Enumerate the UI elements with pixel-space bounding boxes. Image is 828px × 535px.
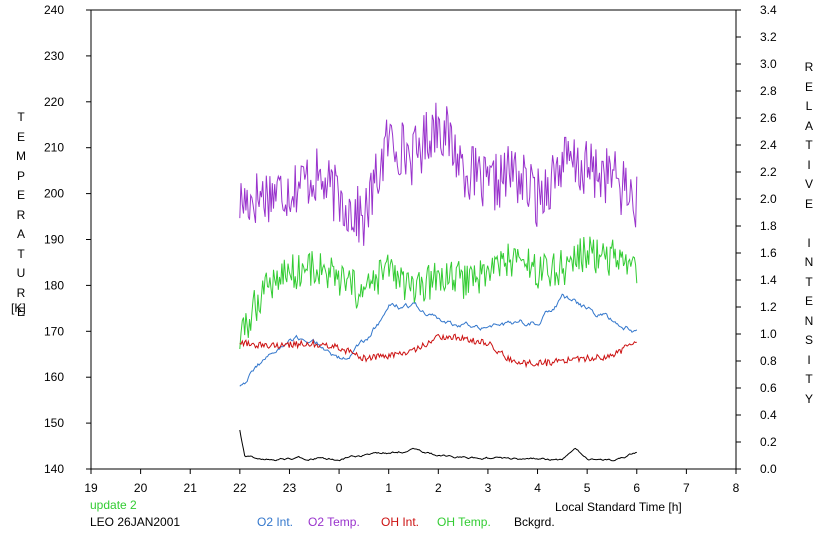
y-axis-right-title-char: L: [805, 99, 813, 113]
y-axis-right-title-char: E: [804, 196, 813, 211]
y-axis-right-title-char: Y: [804, 391, 813, 406]
x-axis-title: Local Standard Time [h]: [555, 500, 682, 514]
y-axis-left-title-char: U: [16, 266, 26, 280]
y-axis-right-title-char: I: [807, 235, 811, 250]
y-axis-right-title-char: T: [805, 372, 813, 386]
x-tick-label: 0: [336, 481, 343, 495]
x-tick-label: 7: [683, 481, 690, 495]
y-axis-left-title-char: T: [17, 110, 25, 124]
y-axis-left-title-char: E: [16, 305, 25, 319]
y-right-tick-label: 0.8: [760, 354, 777, 368]
y-axis-left-title-char: E: [16, 188, 25, 202]
y-left-tick-label: 150: [44, 416, 64, 430]
y-axis-right-title-char: [802, 214, 816, 234]
y-axis-right-title-char: V: [804, 177, 813, 191]
y-right-tick-label: 1.0: [760, 327, 777, 341]
y-left-tick-label: 160: [44, 370, 64, 384]
y-axis-left-unit: [K]: [11, 301, 26, 315]
y-axis-left-title-char: P: [16, 168, 25, 183]
y-axis-left-title-char: T: [17, 246, 25, 261]
y-axis-right-title-char: I: [807, 352, 811, 367]
y-left-tick-label: 240: [44, 3, 64, 17]
y-left-tick-label: 210: [44, 141, 64, 155]
x-tick-label: 5: [584, 481, 591, 495]
y-left-tick-label: 190: [44, 233, 64, 247]
series-line-o2-temp: [239, 102, 638, 246]
y-right-tick-label: 0.6: [760, 381, 777, 395]
y-axis-right-title-char: N: [804, 255, 814, 269]
x-tick-label: 19: [84, 481, 98, 495]
series-line-bckgrd: [239, 429, 637, 462]
y-axis-right-title-char: A: [804, 118, 813, 133]
y-axis-left-title-char: M: [16, 149, 26, 163]
x-tick-label: 21: [184, 481, 198, 495]
y-left-tick-label: 230: [44, 49, 64, 63]
x-tick-label: 6: [633, 481, 640, 495]
y-right-tick-label: 2.4: [760, 138, 777, 152]
legend-oh-int: OH Int.: [381, 515, 420, 529]
y-left-tick-label: 220: [44, 95, 64, 109]
y-right-tick-label: 2.8: [760, 84, 777, 98]
y-axis-right-title-char: R: [804, 60, 814, 74]
y-right-tick-label: 2.6: [760, 111, 777, 125]
y-right-tick-label: 1.6: [760, 246, 777, 260]
y-axis-right-title-char: E: [804, 79, 813, 94]
series-line-o2-int: [239, 293, 638, 387]
update-note: update 2: [90, 498, 137, 512]
x-tick-label: 4: [534, 481, 541, 495]
series-layer: [239, 102, 638, 462]
y-axis-right-title-char: T: [805, 274, 813, 289]
y-axis-right-title-char: I: [807, 157, 811, 172]
series-line-oh-int: [239, 333, 637, 369]
y-axis-left-title-char: R: [16, 207, 26, 222]
y-right-tick-label: 3.4: [760, 3, 777, 17]
y-right-tick-label: 3.2: [760, 30, 777, 44]
y-right-tick-label: 3.0: [760, 57, 777, 71]
y-right-tick-label: 2.2: [760, 165, 777, 179]
x-tick-label: 1: [385, 481, 392, 495]
legend-bckgrd: Bckgrd.: [514, 515, 555, 529]
y-right-tick-label: 1.4: [760, 273, 777, 287]
plot-frame: [90, 9, 737, 470]
legend-oh-temp: OH Temp.: [437, 515, 491, 529]
y-right-tick-label: 1.2: [760, 300, 777, 314]
legend-o2-temp: O2 Temp.: [308, 515, 360, 529]
y-right-tick-label: 2.0: [760, 192, 777, 206]
y-right-tick-label: 0.0: [760, 462, 777, 476]
axes: 19 20 21 22 23 0 1 2 3 4 5 6 7 8140150160170180190200…: [44, 3, 777, 495]
series-line-oh-temp: [239, 236, 638, 350]
y-left-tick-label: 170: [44, 324, 64, 338]
y-right-tick-label: 0.2: [760, 435, 777, 449]
y-axis-left-title-char: E: [16, 129, 25, 144]
y-axis-left-title-char: R: [16, 285, 26, 300]
legend-o2-int: O2 Int.: [257, 515, 294, 529]
y-right-tick-label: 1.8: [760, 219, 777, 233]
y-axis-right-title-char: N: [804, 313, 814, 328]
x-tick-label: 2: [435, 481, 442, 495]
y-left-tick-label: 180: [44, 278, 64, 292]
x-tick-label: 8: [733, 481, 740, 495]
x-tick-label: 23: [283, 481, 297, 495]
y-left-tick-label: 140: [44, 462, 64, 476]
y-axis-left-title-char: A: [16, 227, 25, 241]
station-date: LEO 26JAN2001: [90, 515, 181, 529]
y-axis-right-title-char: E: [804, 294, 813, 308]
y-right-tick-label: 0.4: [760, 408, 777, 422]
y-left-tick-label: 200: [44, 187, 64, 201]
x-tick-label: 22: [233, 481, 247, 495]
y-axis-right-title-char: T: [805, 138, 813, 152]
x-tick-label: 20: [134, 481, 148, 495]
y-axis-right-title-char: S: [804, 333, 813, 347]
x-tick-label: 3: [485, 481, 492, 495]
